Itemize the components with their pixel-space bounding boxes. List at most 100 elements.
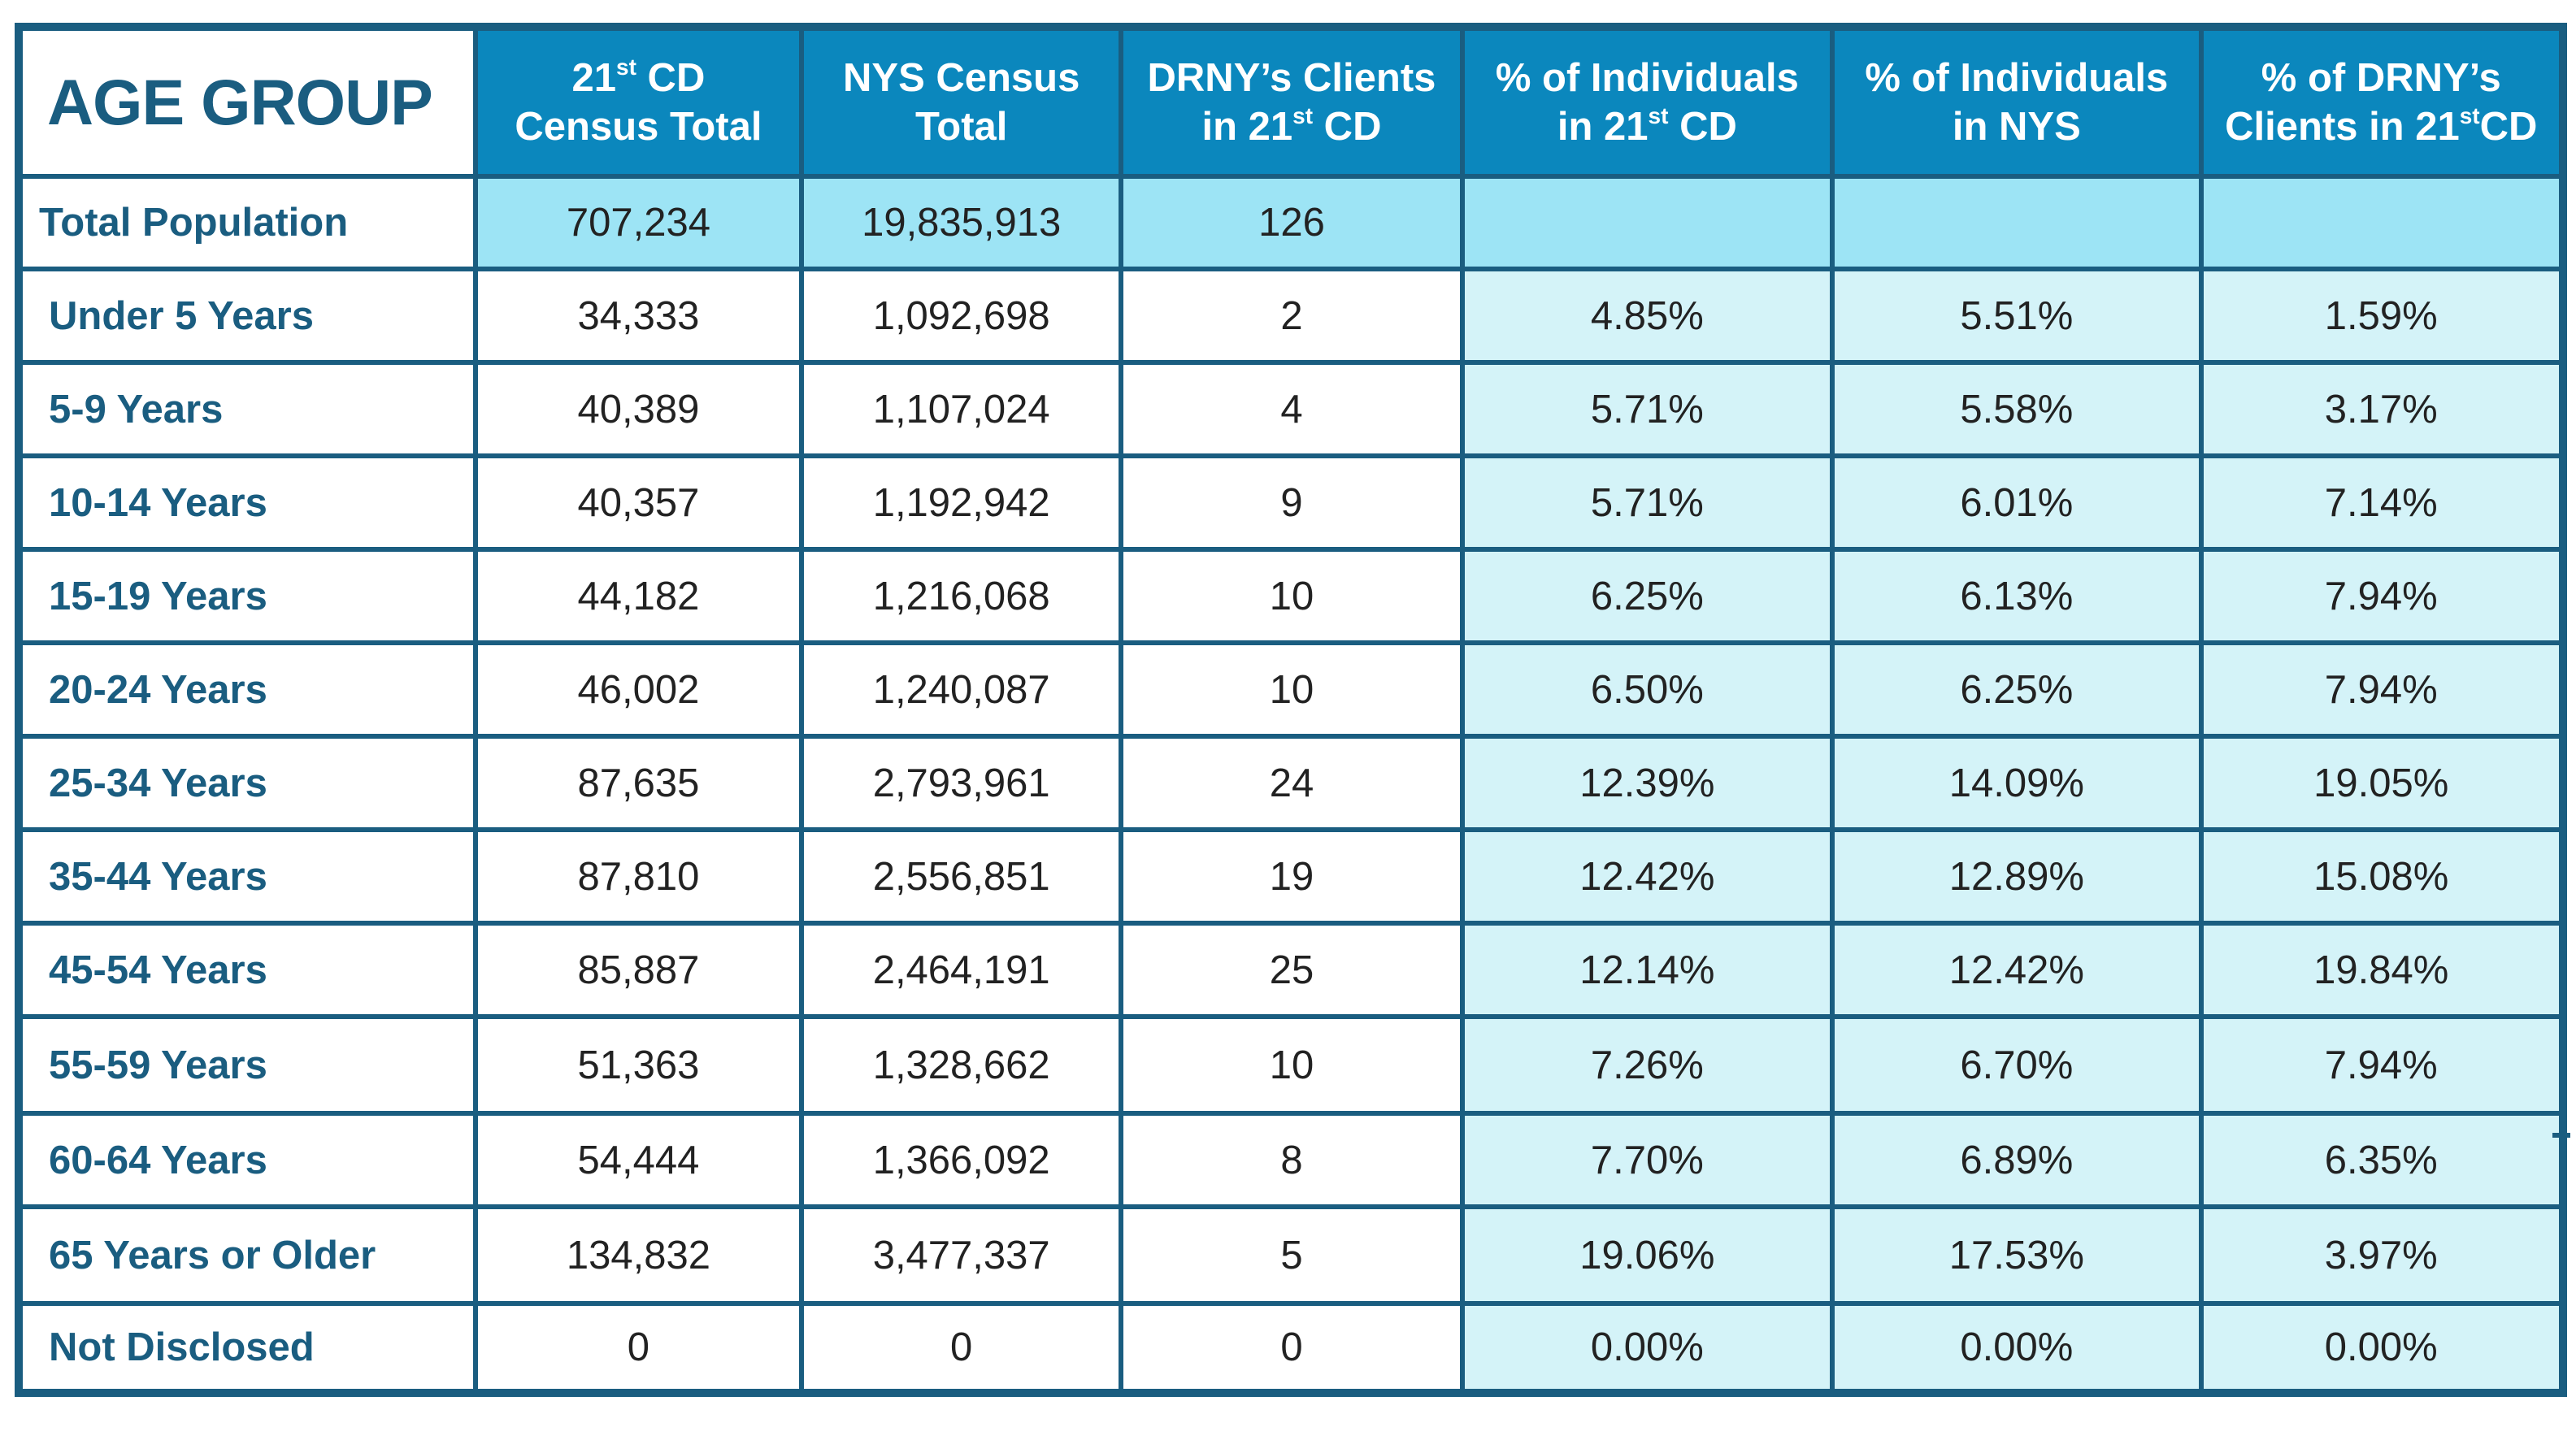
table-row: 35-44 Years 87,810 2,556,851 19 12.42% 12.89%… xyxy=(16,827,2566,926)
table-row: 5-9 Years 40,389 1,107,024 4 5.71% 5.58% 3.17% xyxy=(16,360,2566,458)
count-cell: 0 xyxy=(799,1301,1124,1395)
percent-cell: 4.85% xyxy=(1459,267,1835,365)
header-superscript: st xyxy=(2459,103,2480,128)
header-text: in 21 xyxy=(1201,105,1293,149)
count-cell: 0 xyxy=(472,1301,805,1395)
column-header-line1: % of Individuals xyxy=(1465,54,1830,102)
percent-cell xyxy=(1830,174,2204,271)
header-text: % of Individuals xyxy=(1865,56,2169,100)
column-header-line1: DRNY’s Clients xyxy=(1123,54,1459,102)
column-header: 21st CD Census Total xyxy=(472,24,805,179)
count-cell: 44,182 xyxy=(472,547,805,645)
header-text: CD xyxy=(636,56,706,100)
column-header-line2: Clients in 21stCD xyxy=(2204,102,2559,151)
count-cell: 3,477,337 xyxy=(799,1204,1124,1306)
count-cell: 87,635 xyxy=(472,734,805,832)
count-cell: 8 xyxy=(1119,1111,1465,1209)
total-row: Total Population 707,234 19,835,913 126 xyxy=(16,174,2566,271)
percent-cell: 7.26% xyxy=(1459,1014,1835,1116)
percent-cell: 3.17% xyxy=(2198,360,2566,458)
header-text: % of Individuals xyxy=(1495,56,1799,100)
table-row: 60-64 Years 54,444 1,366,092 8 7.70% 6.89% 6.3… xyxy=(16,1111,2566,1209)
percent-cell: 0.00% xyxy=(2198,1301,2566,1395)
count-cell: 40,389 xyxy=(472,360,805,458)
percent-cell: 6.35% xyxy=(2198,1111,2566,1209)
table-body: Total Population 707,234 19,835,913 126 Unde… xyxy=(16,174,2566,1395)
percent-cell: 7.70% xyxy=(1459,1111,1835,1209)
header-text: Clients in 21 xyxy=(2225,105,2460,149)
column-header-line1: 21st CD xyxy=(478,54,799,102)
count-cell: 126 xyxy=(1119,174,1465,271)
header-text: in NYS xyxy=(1952,105,2081,149)
column-header-line1: NYS Census xyxy=(804,54,1119,102)
column-header: DRNY’s Clients in 21st CD xyxy=(1119,24,1465,179)
header-text: % of DRNY’s xyxy=(2261,56,2501,100)
table-row: 45-54 Years 85,887 2,464,191 25 12.14% 12.42%… xyxy=(16,921,2566,1019)
count-cell: 5 xyxy=(1119,1204,1465,1306)
percent-cell: 7.94% xyxy=(2198,640,2566,739)
percent-cell: 6.50% xyxy=(1459,640,1835,739)
column-header-line2: Total xyxy=(804,102,1119,151)
percent-cell: 3.97% xyxy=(2198,1204,2566,1306)
count-cell: 2,556,851 xyxy=(799,827,1124,926)
percent-cell: 6.89% xyxy=(1830,1111,2204,1209)
header-text: in 21 xyxy=(1557,105,1649,149)
count-cell: 1,216,068 xyxy=(799,547,1124,645)
column-header-line2: in 21st CD xyxy=(1465,102,1830,151)
count-cell: 19,835,913 xyxy=(799,174,1124,271)
percent-cell: 0.00% xyxy=(1459,1301,1835,1395)
count-cell: 51,363 xyxy=(472,1014,805,1116)
percent-cell: 12.39% xyxy=(1459,734,1835,832)
row-label: 5-9 Years xyxy=(16,360,478,458)
count-cell: 1,366,092 xyxy=(799,1111,1124,1209)
percent-cell: 5.71% xyxy=(1459,360,1835,458)
row-label: 55-59 Years xyxy=(16,1014,478,1116)
table-row: Not Disclosed 0 0 0 0.00% 0.00% 0.00% xyxy=(16,1301,2566,1395)
row-label: 20-24 Years xyxy=(16,640,478,739)
corner-header: AGE GROUP xyxy=(16,24,478,179)
count-cell: 0 xyxy=(1119,1301,1465,1395)
percent-cell xyxy=(1459,174,1835,271)
percent-cell: 7.94% xyxy=(2198,547,2566,645)
count-cell: 19 xyxy=(1119,827,1465,926)
row-label: 10-14 Years xyxy=(16,453,478,552)
count-cell: 10 xyxy=(1119,1014,1465,1116)
percent-cell: 12.42% xyxy=(1830,921,2204,1019)
count-cell: 2 xyxy=(1119,267,1465,365)
column-header: NYS Census Total xyxy=(799,24,1124,179)
column-header-line2: in NYS xyxy=(1835,102,2198,151)
header-text: CD xyxy=(1668,105,1737,149)
column-header: % of Individuals in 21st CD xyxy=(1459,24,1835,179)
header-superscript: st xyxy=(1292,103,1314,128)
percent-cell: 14.09% xyxy=(1830,734,2204,832)
header-superscript: st xyxy=(616,54,636,80)
header-text: NYS Census xyxy=(843,56,1080,100)
count-cell: 4 xyxy=(1119,360,1465,458)
table-row: 15-19 Years 44,182 1,216,068 10 6.25% 6.13% 7.… xyxy=(16,547,2566,645)
column-header-line1: % of DRNY’s xyxy=(2204,54,2559,102)
percent-cell: 5.58% xyxy=(1830,360,2204,458)
percent-cell: 15.08% xyxy=(2198,827,2566,926)
percent-cell: 7.14% xyxy=(2198,453,2566,552)
header-text: CD xyxy=(1313,105,1382,149)
count-cell: 1,092,698 xyxy=(799,267,1124,365)
header-superscript: st xyxy=(1648,103,1669,128)
count-cell: 2,464,191 xyxy=(799,921,1124,1019)
table-row: 20-24 Years 46,002 1,240,087 10 6.50% 6.25% 7.… xyxy=(16,640,2566,739)
count-cell: 10 xyxy=(1119,547,1465,645)
age-group-table: AGE GROUP 21st CD Census Total NYS Census… xyxy=(15,23,2567,1397)
percent-cell: 19.84% xyxy=(2198,921,2566,1019)
percent-cell xyxy=(2198,174,2566,271)
count-cell: 1,192,942 xyxy=(799,453,1124,552)
table-row: Under 5 Years 34,333 1,092,698 2 4.85% 5.51% 1… xyxy=(16,267,2566,365)
table-row: 10-14 Years 40,357 1,192,942 9 5.71% 6.01% 7.1… xyxy=(16,453,2566,552)
count-cell: 34,333 xyxy=(472,267,805,365)
column-header: % of DRNY’s Clients in 21stCD xyxy=(2198,24,2566,179)
count-cell: 9 xyxy=(1119,453,1465,552)
percent-cell: 12.89% xyxy=(1830,827,2204,926)
count-cell: 40,357 xyxy=(472,453,805,552)
percent-cell: 19.05% xyxy=(2198,734,2566,832)
table-row: 25-34 Years 87,635 2,793,961 24 12.39% 14.09%… xyxy=(16,734,2566,832)
age-group-table-container: AGE GROUP 21st CD Census Total NYS Census… xyxy=(15,23,2567,1397)
count-cell: 25 xyxy=(1119,921,1465,1019)
